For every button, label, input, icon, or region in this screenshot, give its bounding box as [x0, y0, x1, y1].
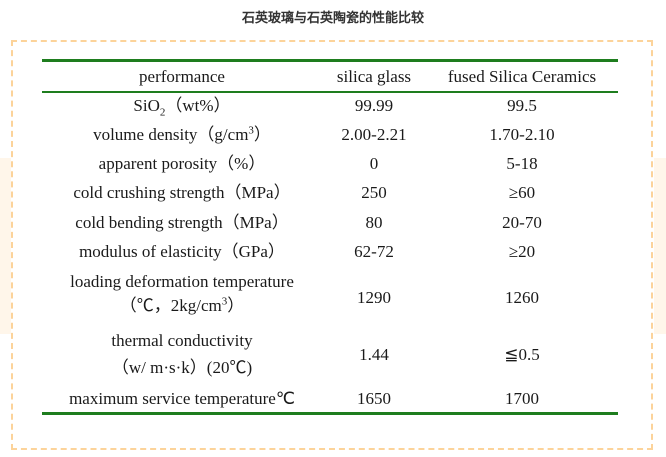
- property-cell: maximum service temperature℃: [69, 389, 295, 408]
- ceramics-cell: 20-70: [502, 213, 542, 232]
- table-top-rule: [42, 59, 618, 62]
- property-cell: cold bending strength（MPa）: [75, 213, 289, 232]
- side-band-right: [654, 158, 666, 334]
- ceramics-cell: 1700: [505, 389, 539, 408]
- ceramics-cell: ≦0.5: [504, 345, 540, 364]
- header-ceramics: fused Silica Ceramics: [447, 67, 597, 86]
- property-cell: SiO2（wt%）: [133, 96, 231, 119]
- property-cell: modulus of elasticity（GPa）: [79, 242, 285, 261]
- header-rule: [42, 91, 618, 93]
- silica-glass-cell: 99.99: [354, 96, 394, 115]
- ceramics-cell: ≥20: [508, 242, 536, 261]
- header-performance: performance: [139, 67, 225, 86]
- ceramics-cell: 99.5: [507, 96, 537, 115]
- property-cell: thermal conductivity （w/ m·s·k）(20℃): [111, 331, 253, 377]
- header-silica-glass: silica glass: [336, 67, 412, 86]
- page-title: 石英玻璃与石英陶瓷的性能比较: [241, 11, 424, 26]
- silica-glass-cell: 62-72: [354, 242, 394, 261]
- table-bottom-rule: [42, 412, 618, 415]
- silica-glass-cell: 1290: [357, 288, 391, 307]
- table-frame: [11, 40, 653, 450]
- silica-glass-cell: 80: [365, 213, 383, 232]
- silica-glass-cell: 1650: [357, 389, 391, 408]
- silica-glass-cell: 250: [361, 183, 387, 202]
- property-cell: apparent porosity（%）: [98, 154, 266, 173]
- property-cell: loading deformation temperature （℃，2kg/cm…: [70, 272, 294, 315]
- ceramics-cell: 1260: [505, 288, 539, 307]
- silica-glass-cell: 2.00-2.21: [341, 125, 407, 144]
- ceramics-cell: 1.70-2.10: [489, 125, 555, 144]
- property-cell: cold crushing strength（MPa）: [73, 183, 291, 202]
- silica-glass-cell: 0: [369, 154, 379, 173]
- ceramics-cell: 5-18: [506, 154, 538, 173]
- side-band-left: [0, 158, 12, 334]
- ceramics-cell: ≥60: [508, 183, 536, 202]
- silica-glass-cell: 1.44: [359, 345, 389, 364]
- property-cell: volume density（g/cm3）: [93, 124, 271, 144]
